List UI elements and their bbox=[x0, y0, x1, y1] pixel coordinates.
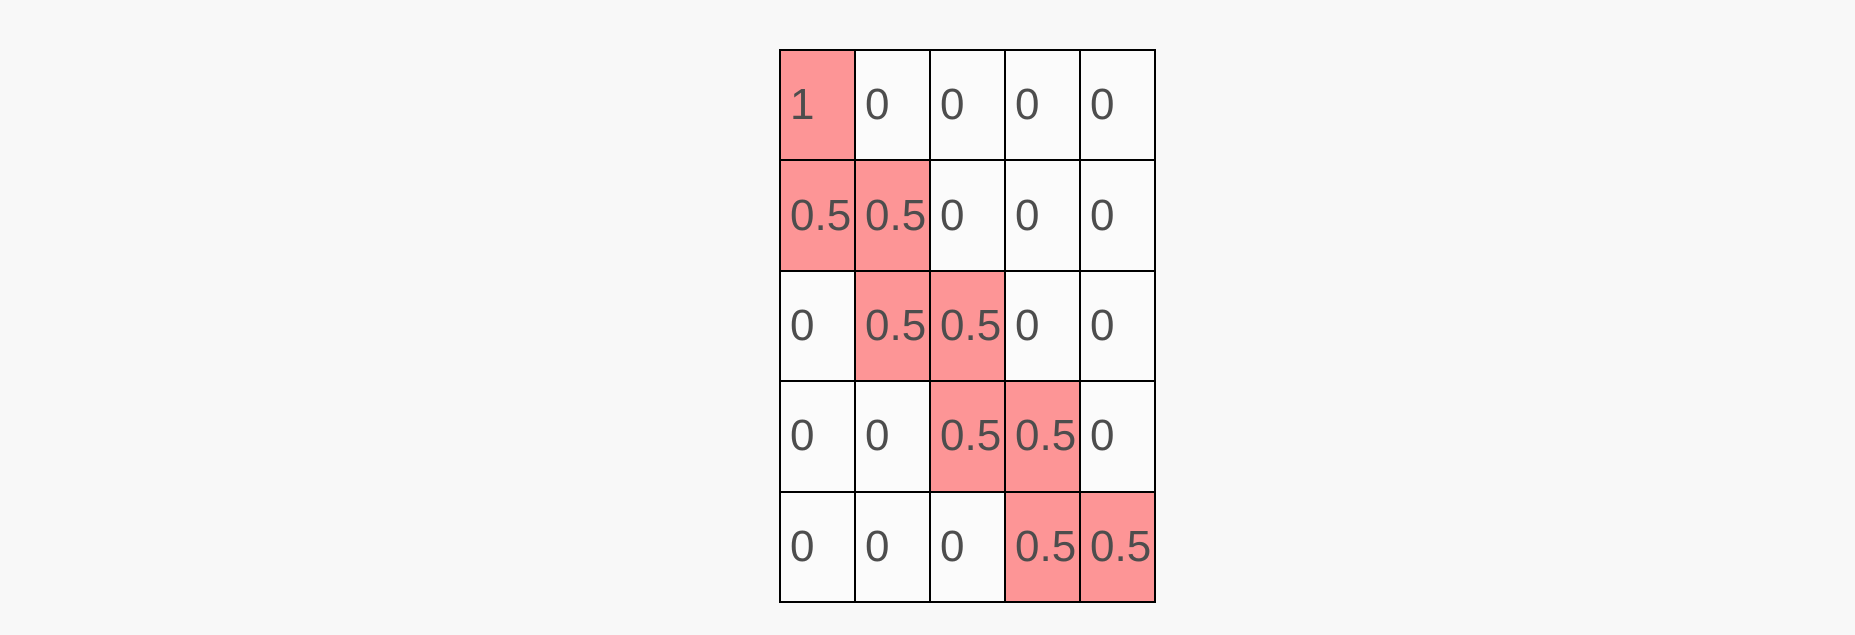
matrix-cell-r4c2: 0 bbox=[856, 382, 929, 491]
matrix-cell-r2c3: 0 bbox=[931, 161, 1004, 270]
matrix-cell-r5c3: 0 bbox=[931, 492, 1004, 601]
matrix-cell-r1c5: 0 bbox=[1081, 51, 1154, 160]
matrix-cell-r5c5: 0.5 bbox=[1081, 492, 1154, 601]
matrix-cell-r1c2: 0 bbox=[856, 51, 929, 160]
matrix-cell-r3c3: 0.5 bbox=[931, 271, 1004, 381]
matrix-cell-r2c4: 0 bbox=[1006, 161, 1079, 270]
matrix-cell-r3c1: 0 bbox=[781, 271, 854, 381]
matrix-cell-r1c4: 0 bbox=[1006, 51, 1079, 160]
matrix-cell-r5c4: 0.5 bbox=[1006, 492, 1079, 601]
matrix-cell-r2c5: 0 bbox=[1081, 161, 1154, 270]
matrix-cell-r4c1: 0 bbox=[781, 382, 854, 491]
matrix-cell-r4c4: 0.5 bbox=[1006, 382, 1079, 491]
matrix-cell-r5c1: 0 bbox=[781, 492, 854, 601]
matrix-cell-r3c4: 0 bbox=[1006, 271, 1079, 381]
matrix-cell-r1c3: 0 bbox=[931, 51, 1004, 160]
matrix-cell-r3c5: 0 bbox=[1081, 271, 1154, 381]
value-matrix: 1 0 0 0 0 0.5 0.5 0 0 0 0 0.5 0.5 0 0 0 0 0.5 0.5 0 0 0 0 0.5 0.… bbox=[779, 49, 1156, 603]
matrix-cell-r2c1: 0.5 bbox=[781, 161, 854, 270]
matrix-cell-r3c2: 0.5 bbox=[856, 271, 929, 381]
matrix-cell-r4c3: 0.5 bbox=[931, 382, 1004, 491]
matrix-cell-r5c2: 0 bbox=[856, 492, 929, 601]
matrix-cell-r4c5: 0 bbox=[1081, 382, 1154, 491]
matrix-cell-r1c1: 1 bbox=[781, 51, 854, 160]
matrix-cell-r2c2: 0.5 bbox=[856, 161, 929, 270]
